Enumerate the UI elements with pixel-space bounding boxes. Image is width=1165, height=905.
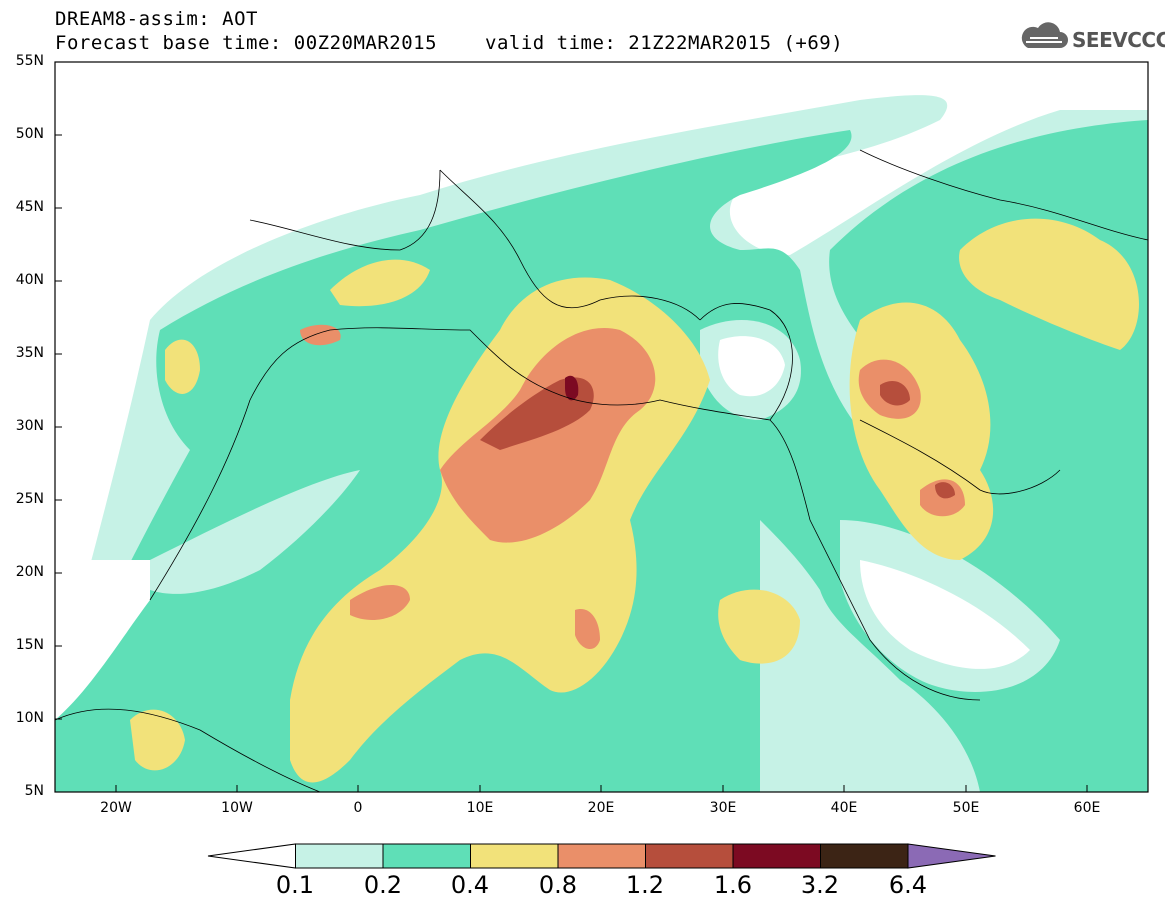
aot-band-1.6-libya — [565, 375, 579, 401]
colorbar-swatch — [295, 843, 384, 869]
colorbar-label: 1.2 — [625, 871, 665, 899]
aot-band-0.4-iberia — [330, 259, 430, 307]
lon-label: 20E — [587, 800, 615, 816]
aot-band-0.8-niger — [350, 585, 410, 620]
lat-label: 20N — [15, 564, 44, 580]
lat-label: 35N — [15, 345, 44, 361]
lat-label: 25N — [15, 491, 44, 507]
colorbar-label: 3.2 — [800, 871, 840, 899]
lat-label: 40N — [15, 272, 44, 288]
colorbar-swatch — [470, 843, 559, 869]
colorbar-arrow-low — [207, 843, 296, 869]
aot-band-0.4-morocco — [165, 339, 200, 394]
lat-label: 30N — [15, 418, 44, 434]
lat-label: 50N — [15, 126, 44, 142]
colorbar-label: 0.8 — [538, 871, 578, 899]
colorbar-swatch — [645, 843, 734, 869]
colorbar-swatch — [382, 843, 471, 869]
colorbar-swatch — [732, 843, 821, 869]
lat-label: 45N — [15, 199, 44, 215]
lon-label: 40E — [830, 800, 858, 816]
colorbar-label: 1.6 — [713, 871, 753, 899]
aot-field — [55, 62, 1148, 792]
aot-band-0.8-chad — [575, 609, 600, 650]
aot-band-0.4-sudan — [718, 589, 800, 664]
lon-label: 10E — [466, 800, 494, 816]
map-title: DREAM8-assim: AOT — [55, 8, 258, 30]
forecast-base-time: Forecast base time: 00Z20MAR2015 — [55, 32, 438, 54]
lat-label: 5N — [24, 783, 44, 799]
lon-label: 20W — [100, 800, 132, 816]
aot-gap-horn-clear — [860, 560, 1030, 669]
aot-band-1.2-saudi — [935, 482, 955, 499]
valid-time: valid time: 21Z22MAR2015 (+69) — [485, 32, 844, 54]
colorbar-arrow-high — [907, 843, 996, 869]
aot-gap-eastmed-clear — [718, 336, 785, 397]
lat-label: 10N — [15, 710, 44, 726]
logo-text: SEEVCCC — [1072, 28, 1165, 52]
aot-band-0.4-westafrica — [130, 709, 185, 771]
seevccc-logo: SEEVCCC — [1018, 22, 1165, 56]
colorbar-label: 6.4 — [888, 871, 928, 899]
aot-gap-westsahara — [150, 470, 360, 594]
aot-band-1.2-libya — [480, 377, 594, 450]
colorbar-label: 0.2 — [363, 871, 403, 899]
aot-gap-gulf — [55, 560, 150, 720]
lon-label: 0 — [353, 800, 363, 816]
colorbar-swatch — [820, 843, 909, 869]
axis-ticks — [55, 61, 1088, 793]
lat-label: 55N — [15, 53, 44, 69]
colorbar-label: 0.4 — [450, 871, 490, 899]
colorbar-swatch — [557, 843, 646, 869]
lon-label: 30E — [709, 800, 737, 816]
colorbar-label: 0.1 — [275, 871, 315, 899]
coastlines — [55, 149, 1148, 792]
aot-band-1.2-iraq — [880, 380, 910, 406]
cloud-logo-icon — [1021, 22, 1068, 48]
aot-band-0.8-libya — [440, 328, 656, 543]
lon-label: 60E — [1073, 800, 1101, 816]
lon-label: 50E — [952, 800, 980, 816]
aot-band-0.4-caspian — [959, 218, 1139, 350]
lon-label: 10W — [221, 800, 253, 816]
lat-label: 15N — [15, 637, 44, 653]
